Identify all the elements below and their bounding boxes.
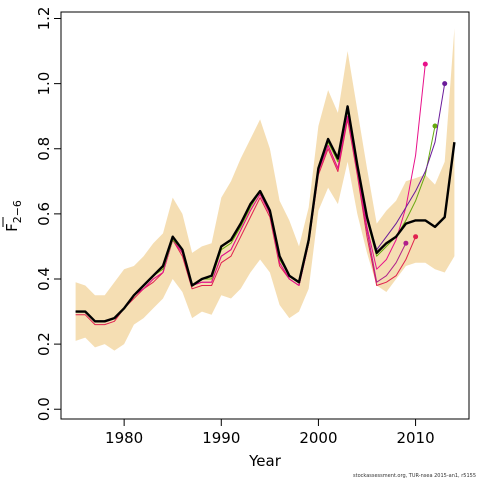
y-tick-label-2: 0.4: [35, 267, 53, 291]
y-axis-label-main: F: [3, 223, 21, 232]
confidence-band: [75, 28, 455, 351]
x-tick-label-1: 1990: [202, 429, 240, 447]
series-end-point-2: [403, 240, 409, 246]
y-tick-label-4: 0.8: [35, 137, 53, 161]
y-tick-label-1: 0.2: [35, 332, 53, 356]
y-tick-label-3: 0.6: [35, 202, 53, 226]
x-tick-label-2: 2000: [299, 429, 337, 447]
svg-text:F2−6: F2−6: [3, 200, 24, 232]
footer-note: stockassessment.org, TUR-nsea 2015-an1, …: [353, 473, 476, 479]
series-end-point-5: [442, 81, 448, 87]
series-end-point-4: [432, 123, 438, 129]
y-axis-label: F2−6: [2, 200, 24, 232]
y-tick-label-0: 0.0: [35, 397, 53, 421]
x-axis: 1980 1990 2000 2010: [105, 419, 435, 447]
plot-frame: [60, 11, 470, 420]
series-end-point-1: [413, 234, 419, 240]
x-tick-label-0: 1980: [105, 429, 143, 447]
series-line-1: [75, 118, 417, 326]
y-tick-label-5: 1.0: [35, 72, 53, 96]
x-tick-label-3: 2010: [396, 429, 434, 447]
confidence-band-layer: [75, 28, 455, 351]
series-end-point-3: [422, 61, 428, 67]
series-layer: [75, 61, 456, 326]
y-axis-label-sub: 2−6: [11, 200, 24, 223]
y-tick-label-6: 1.2: [35, 7, 53, 31]
y-axis: 0.0 0.2 0.4 0.6 0.8 1.0 1.2: [35, 7, 61, 421]
x-axis-label: Year: [248, 452, 282, 470]
series-line-0: [75, 105, 456, 323]
